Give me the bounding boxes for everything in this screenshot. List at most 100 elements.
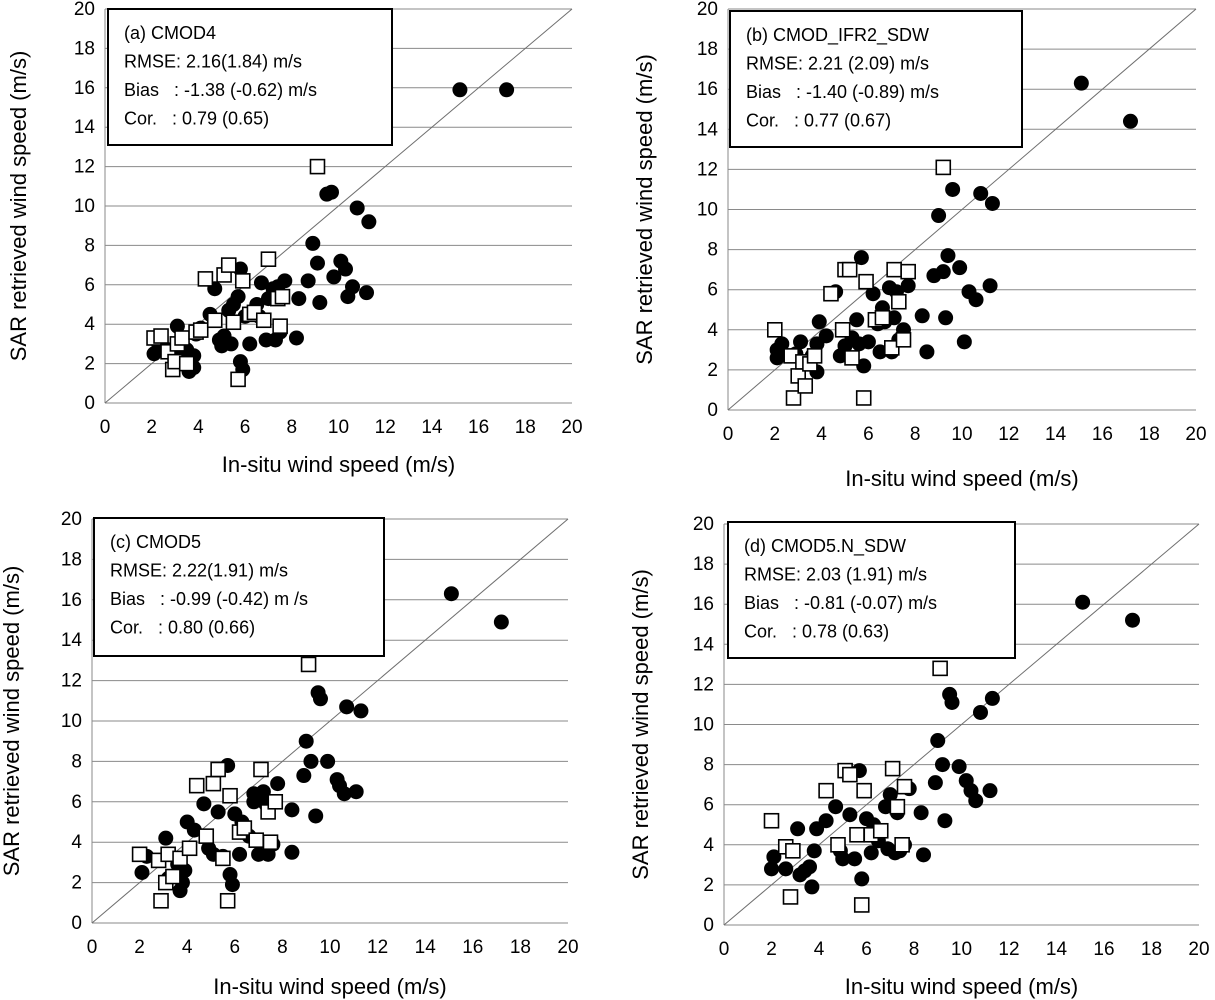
data-point-square — [797, 378, 814, 394]
data-point-circle — [982, 278, 998, 294]
x-tick-label: 10 — [951, 939, 972, 960]
data-point-circle — [984, 195, 1000, 211]
data-point-circle — [284, 844, 300, 860]
data-point-circle — [312, 295, 328, 311]
x-tick-label: 14 — [421, 417, 443, 438]
x-tick-label: 8 — [909, 939, 920, 960]
data-point-circle — [982, 783, 998, 799]
stats-box — [729, 10, 1023, 148]
data-point-circle — [935, 757, 950, 773]
y-tick-label: 18 — [74, 38, 95, 59]
data-point-square — [855, 390, 872, 406]
stats-line: Cor. : 0.78 (0.63) — [744, 622, 889, 642]
data-point-circle — [1073, 75, 1089, 91]
y-tick-label: 14 — [61, 630, 83, 651]
x-tick-label: 14 — [1045, 424, 1067, 445]
y-tick-label: 14 — [74, 117, 96, 138]
data-point-circle — [854, 871, 870, 887]
data-point-circle — [853, 250, 869, 266]
data-point-square — [785, 390, 802, 406]
data-point-square — [178, 355, 195, 372]
data-point-square — [165, 868, 181, 885]
data-point-circle — [847, 851, 863, 867]
data-point-circle — [774, 336, 790, 352]
data-point-square — [215, 850, 231, 867]
data-point-circle — [309, 255, 325, 271]
x-tick-label: 10 — [319, 937, 340, 958]
y-tick-label: 6 — [71, 792, 82, 813]
data-point-circle — [134, 865, 150, 880]
x-tick-label: 16 — [1092, 424, 1113, 445]
data-point-circle — [931, 208, 947, 224]
panel-title: (b) CMOD_IFR2_SDW — [746, 25, 929, 46]
y-axis-title: SAR retrieved wind speed (m/s) — [6, 51, 31, 362]
data-point-circle — [308, 808, 324, 824]
data-point-square — [849, 826, 865, 843]
data-point-square — [891, 293, 907, 310]
data-point-square — [823, 285, 839, 302]
data-point-square — [300, 656, 317, 673]
data-point-square — [220, 257, 237, 273]
data-point-circle — [253, 275, 269, 291]
x-tick-label: 20 — [557, 937, 578, 958]
data-point-square — [834, 321, 851, 338]
data-point-circle — [158, 830, 174, 846]
data-point-square — [192, 322, 209, 338]
y-tick-label: 12 — [693, 674, 714, 695]
data-point-square — [219, 892, 236, 909]
y-tick-label: 4 — [71, 832, 82, 853]
data-point-circle — [493, 614, 509, 630]
data-point-circle — [224, 877, 240, 893]
data-point-square — [274, 288, 291, 305]
data-point-square — [886, 261, 902, 278]
data-point-circle — [1122, 113, 1138, 129]
data-point-square — [830, 836, 846, 853]
data-point-square — [248, 832, 265, 848]
data-point-circle — [242, 336, 258, 352]
y-axis-title: SAR retrieved wind speed (m/s) — [632, 54, 657, 365]
data-point-circle — [361, 214, 377, 230]
stats-line: Bias : -0.99 (-0.42) m /s — [110, 589, 308, 609]
data-point-circle — [298, 733, 314, 749]
data-point-circle — [296, 768, 312, 784]
data-point-circle — [973, 704, 988, 720]
data-point-circle — [312, 691, 328, 707]
x-tick-label: 4 — [814, 939, 825, 960]
data-point-circle — [842, 807, 858, 823]
x-tick-label: 2 — [146, 417, 157, 438]
stats-line: Bias : -1.38 (-0.62) m/s — [124, 80, 317, 100]
y-tick-label: 8 — [707, 240, 718, 261]
data-point-square — [309, 158, 326, 175]
y-tick-label: 20 — [74, 0, 95, 20]
data-point-circle — [345, 279, 361, 295]
data-point-square — [181, 840, 198, 857]
data-point-circle — [865, 286, 881, 302]
data-point-circle — [944, 694, 960, 710]
data-point-circle — [872, 344, 888, 360]
data-point-circle — [336, 786, 352, 802]
chart-panel-3: 0 2 4 6 8 10 12 14 16 18 20 0 2 4 6 8 10 12 14 16 18 20 In-sit… — [0, 509, 579, 999]
data-point-circle — [338, 261, 354, 277]
stats-line: RMSE: 2.21 (2.09) m/s — [746, 54, 929, 74]
stats-line: Cor. : 0.77 (0.67) — [746, 111, 891, 131]
data-point-square — [260, 251, 277, 267]
data-point-circle — [230, 289, 246, 305]
data-point-circle — [359, 285, 375, 301]
data-point-circle — [1075, 594, 1091, 610]
data-point-square — [844, 350, 860, 366]
y-tick-label: 6 — [84, 275, 95, 296]
data-point-circle — [919, 344, 935, 360]
data-point-circle — [288, 330, 304, 346]
y-tick-label: 6 — [703, 795, 714, 816]
y-tick-label: 8 — [703, 755, 714, 776]
y-tick-label: 20 — [61, 509, 82, 530]
y-tick-label: 14 — [693, 634, 715, 655]
data-point-circle — [196, 796, 212, 812]
x-axis-title: In-situ wind speed (m/s) — [845, 974, 1079, 999]
x-tick-label: 12 — [998, 424, 1019, 445]
data-point-circle — [806, 843, 822, 859]
data-point-circle — [945, 181, 961, 197]
x-axis-title: In-situ wind speed (m/s) — [213, 974, 447, 999]
y-tick-label: 20 — [693, 514, 714, 535]
data-point-square — [932, 660, 948, 677]
